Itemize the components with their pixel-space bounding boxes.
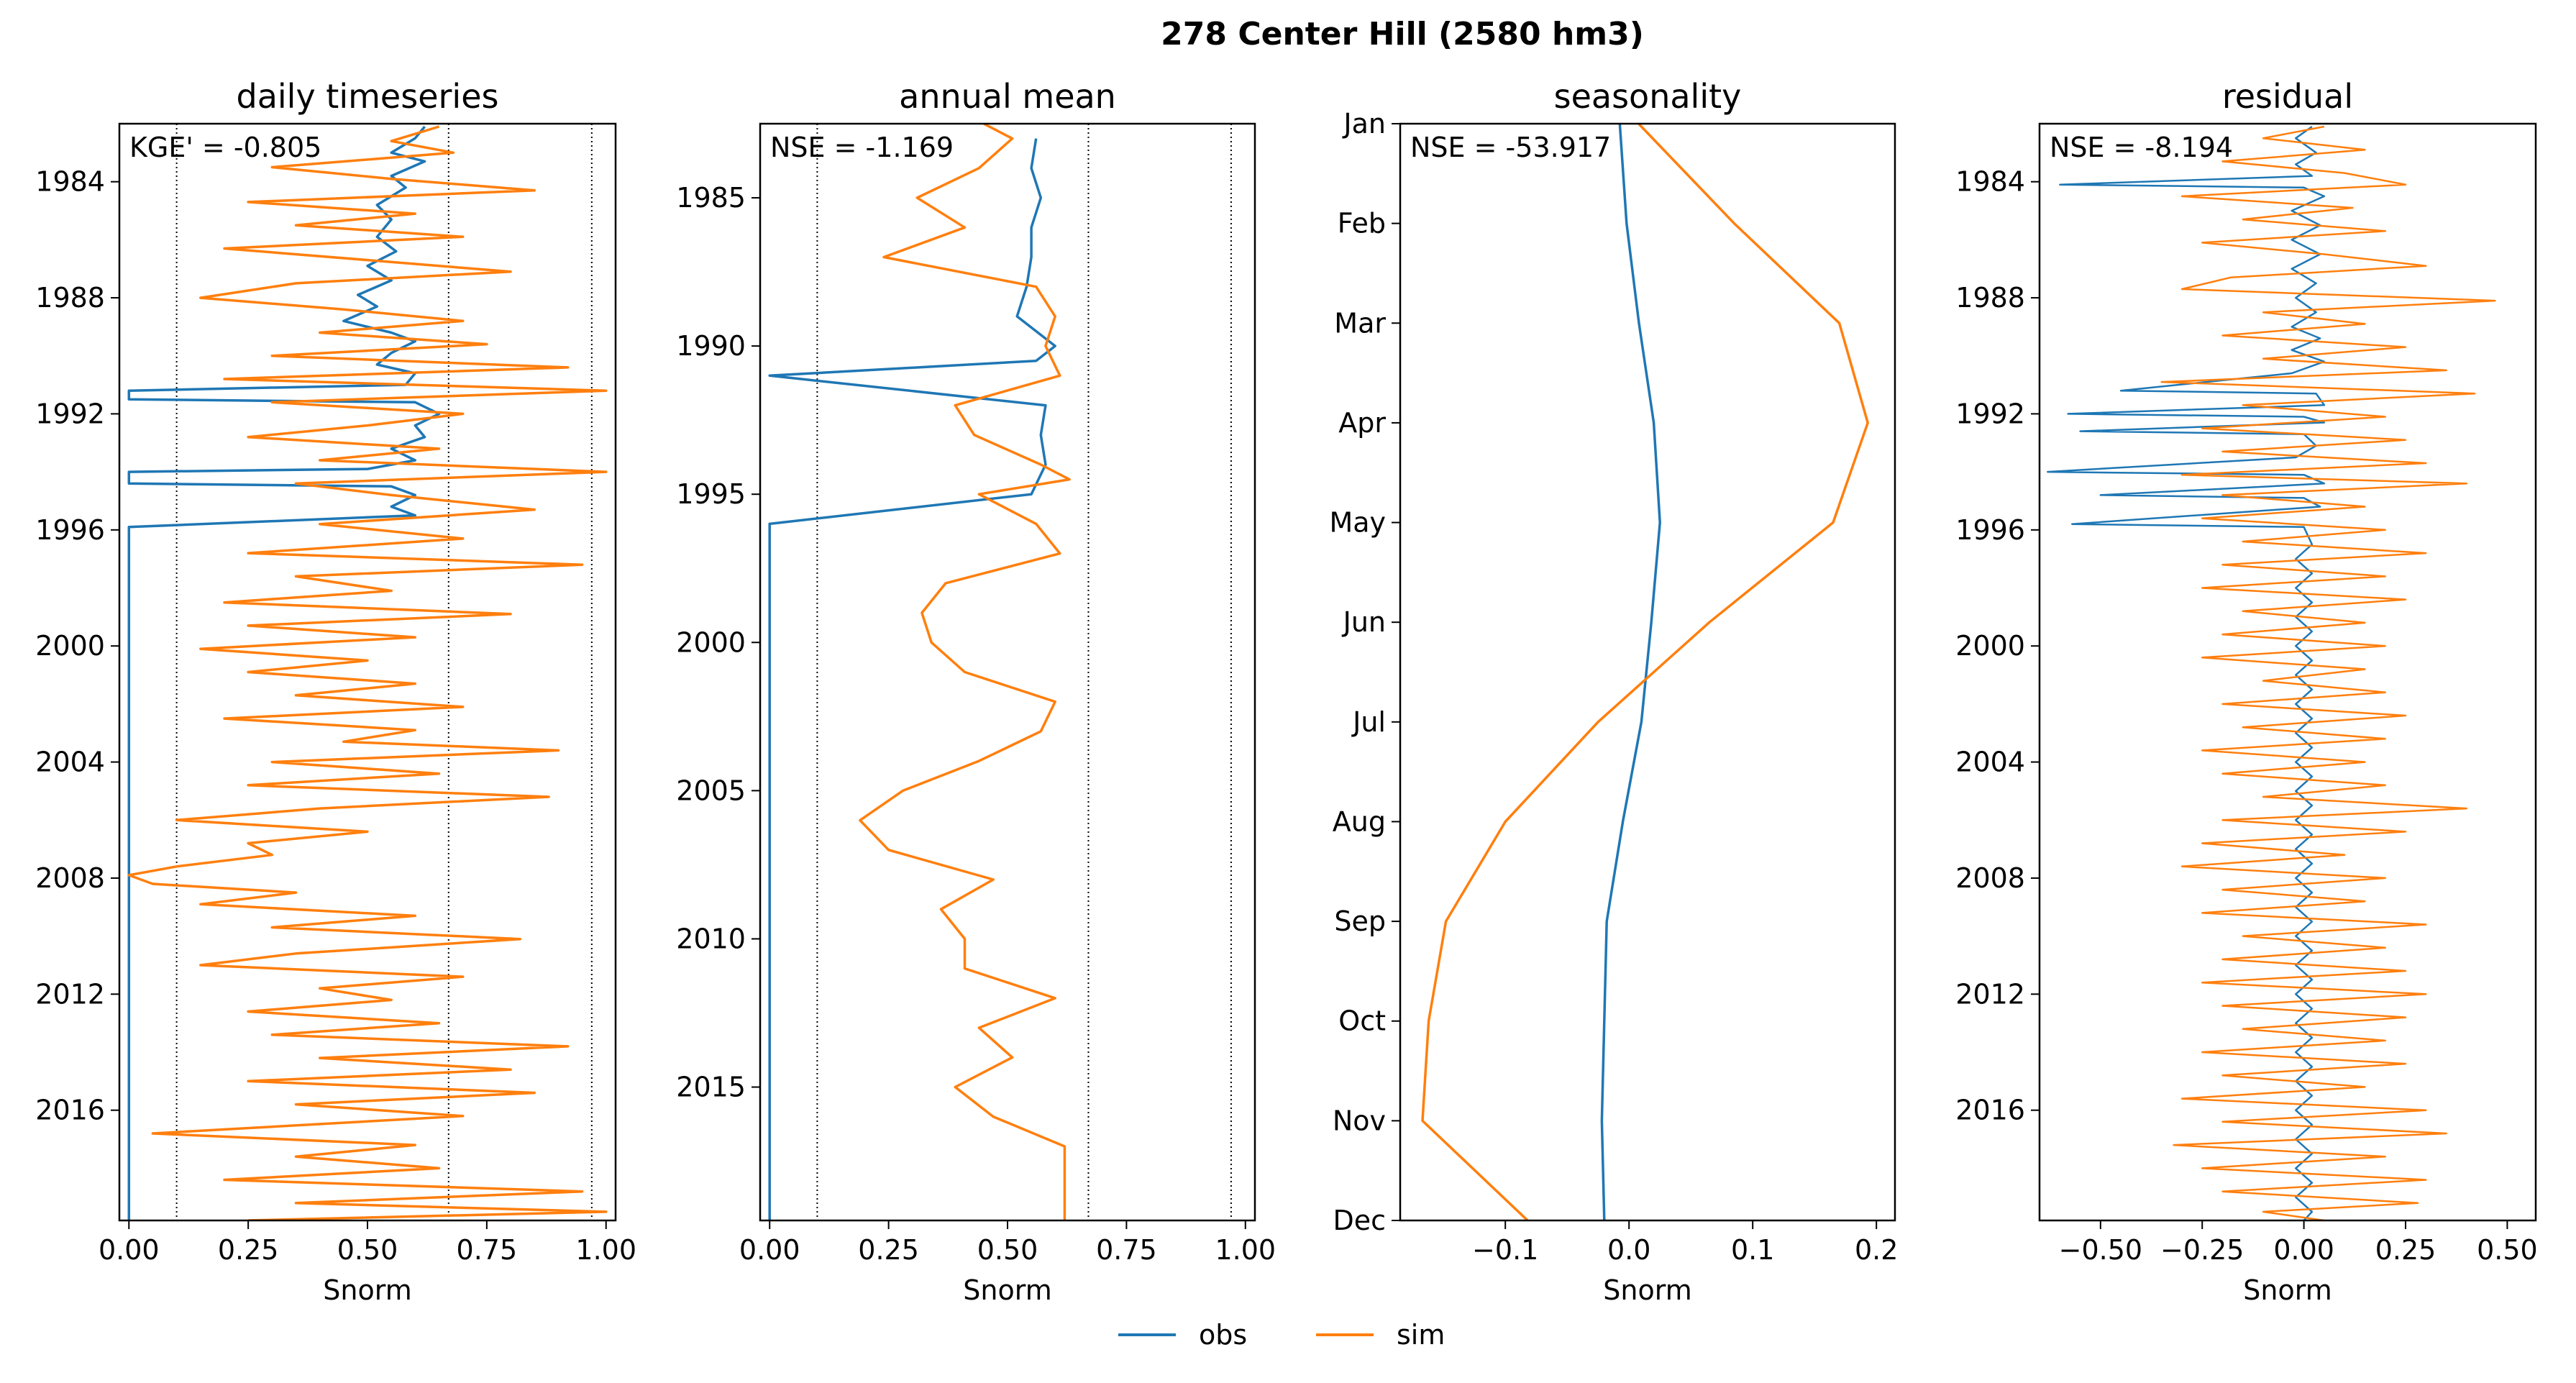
x-axis-label: Snorm xyxy=(1603,1274,1691,1306)
x-axis-label: Snorm xyxy=(2243,1274,2331,1306)
x-tick-label: 0.75 xyxy=(457,1234,518,1266)
series-sim-line xyxy=(127,125,608,1220)
legend-label: sim xyxy=(1397,1319,1445,1351)
y-tick-label: 2008 xyxy=(1955,862,2025,894)
x-tick-label: 0.25 xyxy=(2375,1234,2436,1266)
y-tick-label: 2010 xyxy=(676,923,746,954)
x-tick-label: 0.2 xyxy=(1855,1234,1898,1266)
y-tick-label: 1984 xyxy=(35,166,105,198)
y-tick-label: 1985 xyxy=(676,182,746,214)
metric-annotation: NSE = -53.917 xyxy=(1410,132,1611,163)
y-tick-label: Dec xyxy=(1333,1205,1386,1236)
series-obs-line xyxy=(127,125,441,1220)
subplot-2: 0.00 0.25 0.50 0.75 1.00 1985 1990 1995 2000 2005… xyxy=(676,77,1276,1306)
y-tick-label: 2000 xyxy=(1955,630,2025,662)
y-tick-label: 1992 xyxy=(1955,398,2025,429)
y-tick-label: 2004 xyxy=(35,747,105,778)
y-tick-label: 2000 xyxy=(35,630,105,662)
x-tick-label: −0.25 xyxy=(2160,1234,2244,1266)
y-tick-label: 2016 xyxy=(35,1095,105,1126)
y-tick-label: 1988 xyxy=(1955,282,2025,314)
x-axis-label: Snorm xyxy=(323,1274,411,1306)
subplot-title: daily timeseries xyxy=(237,77,499,116)
y-tick-label: 1984 xyxy=(1955,166,2025,198)
y-tick-label: 2008 xyxy=(35,862,105,894)
y-tick-label: 1995 xyxy=(676,478,746,510)
x-tick-label: −0.50 xyxy=(2059,1234,2142,1266)
x-tick-label: 0.0 xyxy=(1607,1234,1650,1266)
x-tick-label: 0.00 xyxy=(99,1234,160,1266)
y-tick-label: Mar xyxy=(1334,307,1386,339)
subplot-title: seasonality xyxy=(1554,77,1742,116)
series-sim-line xyxy=(2160,125,2496,1220)
series-obs-line xyxy=(2047,125,2326,1220)
y-tick-label: 2016 xyxy=(1955,1095,2025,1126)
y-tick-label: 1992 xyxy=(35,398,105,429)
metric-annotation: NSE = -8.194 xyxy=(2050,132,2233,163)
x-tick-label: 0.50 xyxy=(977,1234,1038,1266)
x-axis-label: Snorm xyxy=(963,1274,1051,1306)
x-tick-label: 1.00 xyxy=(1215,1234,1276,1266)
y-tick-label: 2012 xyxy=(35,978,105,1010)
y-tick-label: 2004 xyxy=(1955,747,2025,778)
x-tick-label: 0.00 xyxy=(2273,1234,2334,1266)
x-tick-label: 1.00 xyxy=(575,1234,636,1266)
plot-frame xyxy=(759,122,1256,1222)
legend-label: obs xyxy=(1199,1319,1247,1351)
subplot-1: 0.00 0.25 0.50 0.75 1.00 1984 1988 1992 1996 2000… xyxy=(35,77,636,1306)
figure-suptitle: 278 Center Hill (2580 hm3) xyxy=(1161,16,1644,53)
y-tick-label: 2005 xyxy=(676,775,746,806)
x-tick-label: −0.1 xyxy=(1472,1234,1538,1266)
y-tick-label: May xyxy=(1329,507,1386,539)
plot-frame xyxy=(2038,122,2537,1222)
x-tick-label: 0.25 xyxy=(858,1234,919,1266)
y-tick-label: 1996 xyxy=(1955,514,2025,546)
y-tick-label: Oct xyxy=(1338,1005,1386,1037)
y-tick-label: 1996 xyxy=(35,514,105,546)
y-tick-label: 2015 xyxy=(676,1072,746,1103)
y-tick-label: Sep xyxy=(1334,905,1386,937)
subplot-title: residual xyxy=(2222,77,2353,116)
y-tick-label: Jan xyxy=(1342,108,1386,140)
y-tick-label: Nov xyxy=(1333,1105,1386,1136)
y-tick-label: Apr xyxy=(1338,407,1386,439)
legend-entry-sim: sim xyxy=(1316,1319,1445,1351)
y-tick-label: Jul xyxy=(1351,706,1386,738)
metric-annotation: NSE = -1.169 xyxy=(770,132,954,163)
x-tick-label: 0.00 xyxy=(739,1234,800,1266)
subplot-4: −0.50 −0.25 0.00 0.25 0.50 1984 1988 1992 1996 20… xyxy=(1955,77,2537,1306)
series-sim-line xyxy=(1421,124,1869,1220)
x-tick-label: 0.1 xyxy=(1731,1234,1774,1266)
y-tick-label: 1990 xyxy=(676,330,746,362)
y-tick-label: Aug xyxy=(1333,805,1386,837)
y-tick-label: 1988 xyxy=(35,282,105,314)
series-sim-line xyxy=(859,124,1071,1220)
metric-annotation: KGE' = -0.805 xyxy=(129,132,321,163)
x-tick-label: 0.25 xyxy=(218,1234,279,1266)
subplots: 0.00 0.25 0.50 0.75 1.00 1984 1988 1992 1996 2000… xyxy=(35,77,2537,1306)
x-tick-label: 0.75 xyxy=(1096,1234,1157,1266)
subplot-3: −0.1 0.0 0.1 0.2 Jan Feb Mar Apr May Jun Jul Aug Sep… xyxy=(1329,77,1898,1306)
y-tick-label: Feb xyxy=(1338,208,1386,239)
series-obs-line xyxy=(1600,124,1661,1220)
y-tick-label: 2000 xyxy=(676,626,746,658)
series-obs-line xyxy=(768,138,1056,1220)
y-tick-label: 2012 xyxy=(1955,978,2025,1010)
subplot-title: annual mean xyxy=(899,77,1116,116)
legend-entry-obs: obs xyxy=(1118,1319,1247,1351)
legend: obs sim xyxy=(1118,1319,1445,1351)
y-tick-label: Jun xyxy=(1342,606,1386,638)
x-tick-label: 0.50 xyxy=(2477,1234,2538,1266)
plot-frame xyxy=(1399,122,1896,1222)
x-tick-label: 0.50 xyxy=(337,1234,398,1266)
